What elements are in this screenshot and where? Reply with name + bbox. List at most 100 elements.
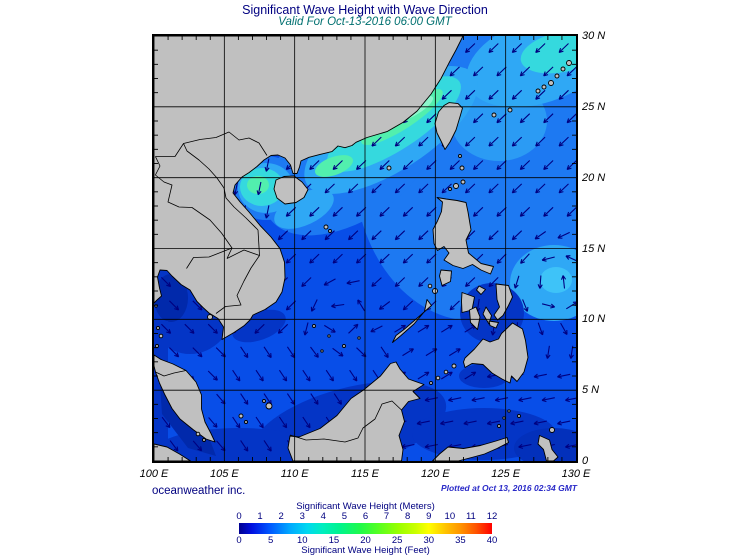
wave-arrow (464, 371, 477, 380)
island (244, 420, 248, 424)
wave-arrow (511, 230, 523, 241)
wave-arrow (558, 43, 569, 54)
wave-arrow (441, 89, 452, 100)
wave-arrow (285, 206, 297, 217)
wave-arrow (520, 253, 530, 264)
colorbar-meter-tick: 9 (426, 511, 432, 522)
wave-arrow (347, 183, 359, 194)
wave-arrow (535, 89, 546, 100)
wave-arrow (488, 183, 499, 194)
colorbar-feet-tick: 10 (296, 535, 308, 546)
wave-arrow (254, 323, 265, 334)
wave-arrow (240, 440, 249, 452)
wave-arrow (418, 136, 429, 147)
wave-arrow (207, 323, 218, 334)
wave-arrow (324, 230, 335, 241)
wave-arrow (488, 43, 499, 54)
wave-arrow (394, 136, 406, 147)
wave-arrow (449, 300, 460, 311)
island (507, 409, 511, 413)
wave-arrow (394, 230, 406, 241)
wave-arrow (277, 323, 289, 334)
wave-arrow (472, 206, 484, 217)
island (158, 333, 164, 339)
land-negros (469, 306, 481, 330)
wave-arrow (471, 397, 485, 403)
island (491, 112, 497, 118)
wave-arrow (346, 280, 360, 286)
lat-label: 15 N (582, 242, 606, 255)
colorbar-meter-tick: 12 (486, 511, 498, 522)
wave-arrow (441, 324, 453, 333)
colorbar-feet-tick: 35 (455, 535, 466, 546)
land-luzon (432, 197, 494, 275)
island (459, 165, 465, 171)
lat-label: 5 N (582, 384, 600, 397)
wave-arrow (488, 230, 499, 241)
wave-arrow (378, 301, 391, 310)
island (265, 402, 273, 410)
lat-label: 10 N (582, 313, 606, 326)
wave-arrow (518, 397, 532, 403)
land-mindoro (439, 269, 452, 286)
wave-arrow (543, 206, 554, 217)
island (458, 154, 462, 158)
wave-arrow (534, 231, 547, 240)
wave-arrow (371, 277, 382, 287)
page-title: Significant Wave Height with Wave Direct… (242, 3, 488, 17)
wave-arrow (301, 230, 312, 241)
wave-arrow (207, 370, 218, 381)
wave-arrow (557, 231, 570, 239)
land-palawan (392, 299, 432, 343)
wave-arrow (285, 300, 296, 311)
island (155, 344, 159, 348)
wave-arrow (380, 346, 389, 359)
border-malaysia-thailand (155, 370, 187, 377)
island (427, 283, 433, 289)
wave-arrow (309, 206, 320, 217)
wave-arrow (278, 369, 288, 382)
island (517, 414, 521, 418)
lon-label: 100 E (139, 468, 169, 480)
wave-arrow (496, 113, 507, 124)
wave-arrow (463, 420, 477, 426)
latlon-grid (154, 36, 576, 461)
wave-arrow (192, 300, 203, 311)
wave-arrow (560, 322, 568, 335)
land-taiwan (434, 102, 463, 150)
wave-arrow (449, 348, 461, 357)
wave-arrow (402, 253, 414, 264)
wave-arrow (310, 393, 319, 405)
border-china-vietnam (155, 131, 268, 157)
wave-arrow (332, 160, 343, 171)
wave-arrow (565, 443, 576, 449)
colorbar-title-meters: Significant Wave Height (Meters) (296, 501, 435, 512)
wave-arrow (355, 160, 367, 171)
border-cambodia-vietnam (215, 229, 260, 314)
border-malaysia-indonesia (289, 400, 402, 443)
wave-arrow (440, 420, 454, 426)
wave-region (154, 274, 188, 322)
wave-arrow (560, 275, 567, 289)
colorbar-feet-tick: 40 (486, 535, 498, 546)
wave-arrow (402, 206, 414, 217)
wave-arrow (332, 347, 344, 357)
island (448, 187, 452, 191)
island (460, 179, 466, 185)
wave-arrow (519, 113, 531, 124)
colorbar-meter-tick: 8 (405, 511, 411, 522)
lat-label: 30 N (582, 30, 606, 42)
land-sulawesi (432, 437, 509, 461)
wave-arrow (263, 440, 272, 452)
wave-arrow (302, 369, 311, 382)
island (443, 369, 449, 375)
wave-arrow (511, 43, 523, 54)
country-borders (155, 131, 402, 443)
colorbar-feet-tick: 25 (391, 535, 403, 546)
wave-arrow (161, 323, 172, 334)
island (357, 336, 361, 340)
island (386, 165, 392, 171)
colorbar-meter-tick: 4 (320, 511, 326, 522)
island (435, 375, 441, 381)
wave-arrow (472, 66, 484, 77)
